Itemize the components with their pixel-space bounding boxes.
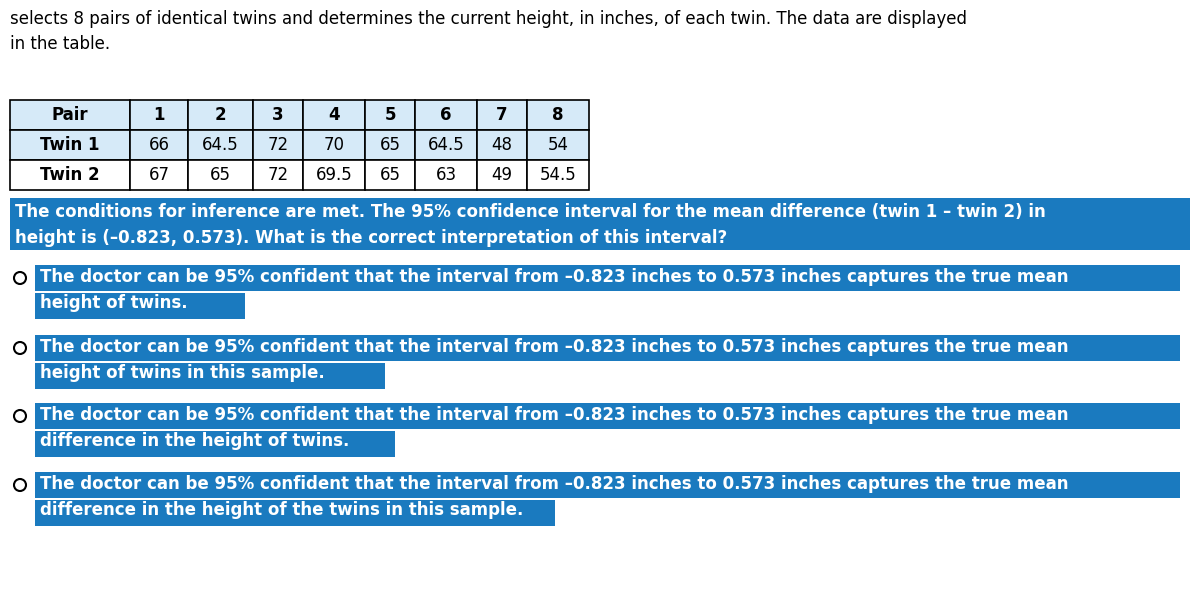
Text: 54: 54 — [547, 136, 569, 154]
Bar — [10, 160, 130, 190]
Bar — [365, 130, 415, 160]
Text: 65: 65 — [379, 166, 401, 184]
Bar — [10, 100, 130, 130]
Bar — [253, 100, 302, 130]
Bar — [35, 265, 1180, 291]
Text: 67: 67 — [149, 166, 169, 184]
Text: 3: 3 — [272, 106, 284, 124]
Bar — [302, 160, 365, 190]
Bar — [35, 500, 554, 526]
Text: 54.5: 54.5 — [540, 166, 576, 184]
Text: selects 8 pairs of identical twins and determines the current height, in inches,: selects 8 pairs of identical twins and d… — [10, 10, 967, 28]
Bar — [415, 100, 478, 130]
Text: The doctor can be 95% confident that the interval from –0.823 inches to 0.573 in: The doctor can be 95% confident that the… — [40, 338, 1068, 382]
Bar — [35, 293, 245, 319]
Bar — [10, 130, 130, 160]
Bar — [478, 160, 527, 190]
Text: 65: 65 — [210, 166, 230, 184]
Bar — [188, 160, 253, 190]
Bar — [253, 160, 302, 190]
Text: The conditions for inference are met. The 95% confidence interval for the mean d: The conditions for inference are met. Th… — [14, 203, 1045, 247]
Bar — [478, 130, 527, 160]
Bar — [527, 160, 589, 190]
Text: Pair: Pair — [52, 106, 89, 124]
Text: The doctor can be 95% confident that the interval from –0.823 inches to 0.573 in: The doctor can be 95% confident that the… — [40, 406, 1068, 450]
Bar — [188, 130, 253, 160]
Bar — [365, 100, 415, 130]
Text: 49: 49 — [492, 166, 512, 184]
Text: 8: 8 — [552, 106, 564, 124]
Bar — [35, 472, 1180, 498]
Text: 70: 70 — [324, 136, 344, 154]
Bar — [130, 160, 188, 190]
Bar — [35, 431, 395, 457]
Bar — [478, 100, 527, 130]
Text: The doctor can be 95% confident that the interval from –0.823 inches to 0.573 in: The doctor can be 95% confident that the… — [40, 475, 1068, 519]
Text: 63: 63 — [436, 166, 456, 184]
Text: 5: 5 — [384, 106, 396, 124]
Text: 2: 2 — [215, 106, 227, 124]
Bar — [302, 100, 365, 130]
Text: 6: 6 — [440, 106, 451, 124]
Bar — [35, 363, 385, 389]
Bar — [35, 403, 1180, 429]
Bar — [415, 130, 478, 160]
Text: in the table.: in the table. — [10, 35, 110, 53]
Text: 66: 66 — [149, 136, 169, 154]
Bar — [527, 130, 589, 160]
Text: 65: 65 — [379, 136, 401, 154]
Text: 64.5: 64.5 — [202, 136, 239, 154]
Bar — [10, 198, 1190, 250]
Bar — [253, 130, 302, 160]
Text: 64.5: 64.5 — [427, 136, 464, 154]
Text: 1: 1 — [154, 106, 164, 124]
Text: The doctor can be 95% confident that the interval from –0.823 inches to 0.573 in: The doctor can be 95% confident that the… — [40, 268, 1068, 312]
Text: 72: 72 — [268, 136, 288, 154]
Bar — [415, 160, 478, 190]
Bar — [527, 100, 589, 130]
Bar — [130, 100, 188, 130]
Text: 72: 72 — [268, 166, 288, 184]
Text: Twin 1: Twin 1 — [41, 136, 100, 154]
Text: 69.5: 69.5 — [316, 166, 353, 184]
Text: 4: 4 — [328, 106, 340, 124]
Bar — [130, 130, 188, 160]
Bar — [35, 335, 1180, 361]
Text: 48: 48 — [492, 136, 512, 154]
Text: Twin 2: Twin 2 — [40, 166, 100, 184]
Bar — [302, 130, 365, 160]
Bar — [365, 160, 415, 190]
Text: 7: 7 — [496, 106, 508, 124]
Bar — [188, 100, 253, 130]
